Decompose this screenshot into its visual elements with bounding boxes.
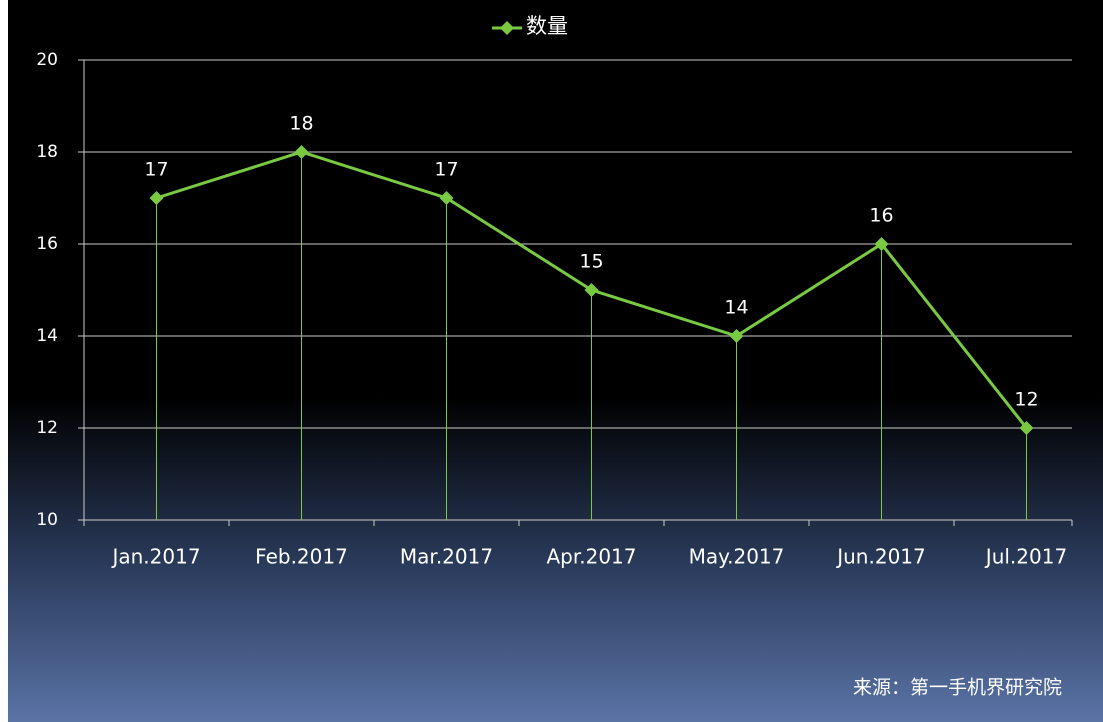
marker xyxy=(729,329,744,343)
marker xyxy=(149,191,164,205)
data-label: 17 xyxy=(434,159,458,181)
data-label: 18 xyxy=(289,113,313,135)
marker xyxy=(294,145,309,159)
data-label: 17 xyxy=(144,159,168,181)
marker xyxy=(1019,421,1034,435)
x-tick-label: Apr.2017 xyxy=(546,545,636,569)
y-tick-label: 16 xyxy=(36,234,58,254)
data-label: 12 xyxy=(1014,389,1038,411)
y-tick-label: 10 xyxy=(36,510,58,530)
data-label: 16 xyxy=(869,205,893,227)
x-tick-label: May.2017 xyxy=(689,545,785,569)
background xyxy=(8,0,1103,722)
x-tick-label: Jun.2017 xyxy=(835,545,926,569)
x-tick-label: Jan.2017 xyxy=(110,545,200,569)
marker xyxy=(584,283,599,297)
marker xyxy=(874,237,889,251)
marker xyxy=(439,191,454,205)
data-label: 14 xyxy=(724,297,748,319)
x-tick-label: Feb.2017 xyxy=(255,545,348,569)
y-tick-label: 12 xyxy=(36,418,58,438)
y-tick-label: 18 xyxy=(36,142,58,162)
x-tick-label: Mar.2017 xyxy=(400,545,493,569)
legend-label: 数量 xyxy=(526,14,568,38)
source-note: 来源：第一手机界研究院 xyxy=(853,677,1062,699)
data-label: 15 xyxy=(579,251,603,273)
x-tick-label: Jul.2017 xyxy=(984,545,1067,569)
y-tick-label: 14 xyxy=(36,326,58,346)
y-tick-label: 20 xyxy=(36,50,58,70)
legend-marker xyxy=(500,21,514,35)
